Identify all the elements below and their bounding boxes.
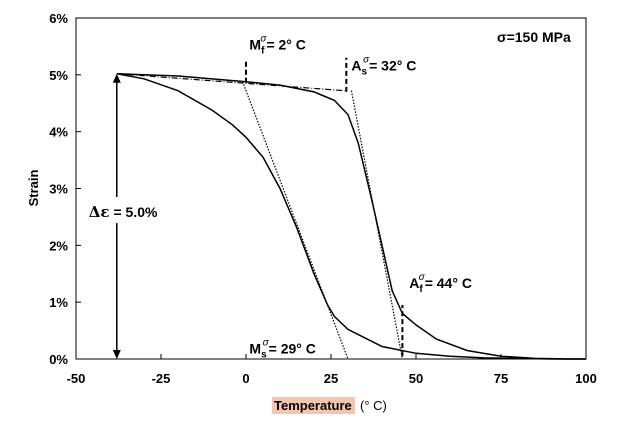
x-axis-unit: (° C) (360, 398, 387, 413)
y-tick-label: 5% (49, 68, 68, 83)
y-axis-label: Strain (26, 170, 41, 207)
delta-label-bg (86, 197, 179, 224)
mf-label: Mfσ= 2° C (249, 33, 306, 56)
y-tick-label: 1% (49, 295, 68, 310)
series-lines (116, 72, 586, 360)
tangent-line (116, 73, 345, 92)
annotations: Mfσ= 2° C Asσ= 32° C Afσ= 44° C Msσ= 29° C (249, 33, 472, 360)
delta-strain-arrow: Δε = 5.0% (86, 73, 179, 359)
delta-strain-label: Δε = 5.0% (89, 203, 158, 221)
series-line (116, 72, 586, 360)
plot-frame (75, 17, 587, 360)
x-axis-label-highlight (272, 397, 355, 414)
x-tick-label: -50 (67, 371, 86, 386)
x-axis-label: Temperature (274, 398, 352, 413)
temperature-markers (245, 57, 404, 357)
x-tick-label: 25 (324, 371, 338, 386)
x-tick-label: 100 (575, 371, 597, 386)
as-label: Asσ= 32° C (351, 54, 416, 77)
series-line (116, 72, 586, 360)
axis-ticks: -50 -25 0 25 50 75 100 0% 1% 2% 3% 4% 5% 6% (49, 11, 597, 386)
y-tick-label: 3% (49, 182, 68, 197)
arrow-up-icon (112, 73, 121, 83)
y-tick-label: 6% (49, 11, 68, 26)
af-label: Afσ= 44° C (409, 272, 472, 295)
x-tick-label: -25 (152, 371, 171, 386)
arrow-down-icon (112, 350, 121, 359)
y-tick-label: 2% (49, 238, 68, 253)
tangent-lines (116, 73, 403, 360)
y-tick-label: 4% (49, 125, 68, 140)
y-tick-label: 0% (49, 352, 68, 367)
chart-title: σ=150 MPa (497, 29, 571, 45)
x-tick-label: 75 (494, 371, 508, 386)
ms-label: Msσ= 29° C (249, 337, 316, 360)
tangent-line (242, 81, 349, 360)
x-tick-label: 50 (409, 371, 423, 386)
x-tick-label: 0 (242, 371, 249, 386)
tangent-line (350, 90, 403, 360)
